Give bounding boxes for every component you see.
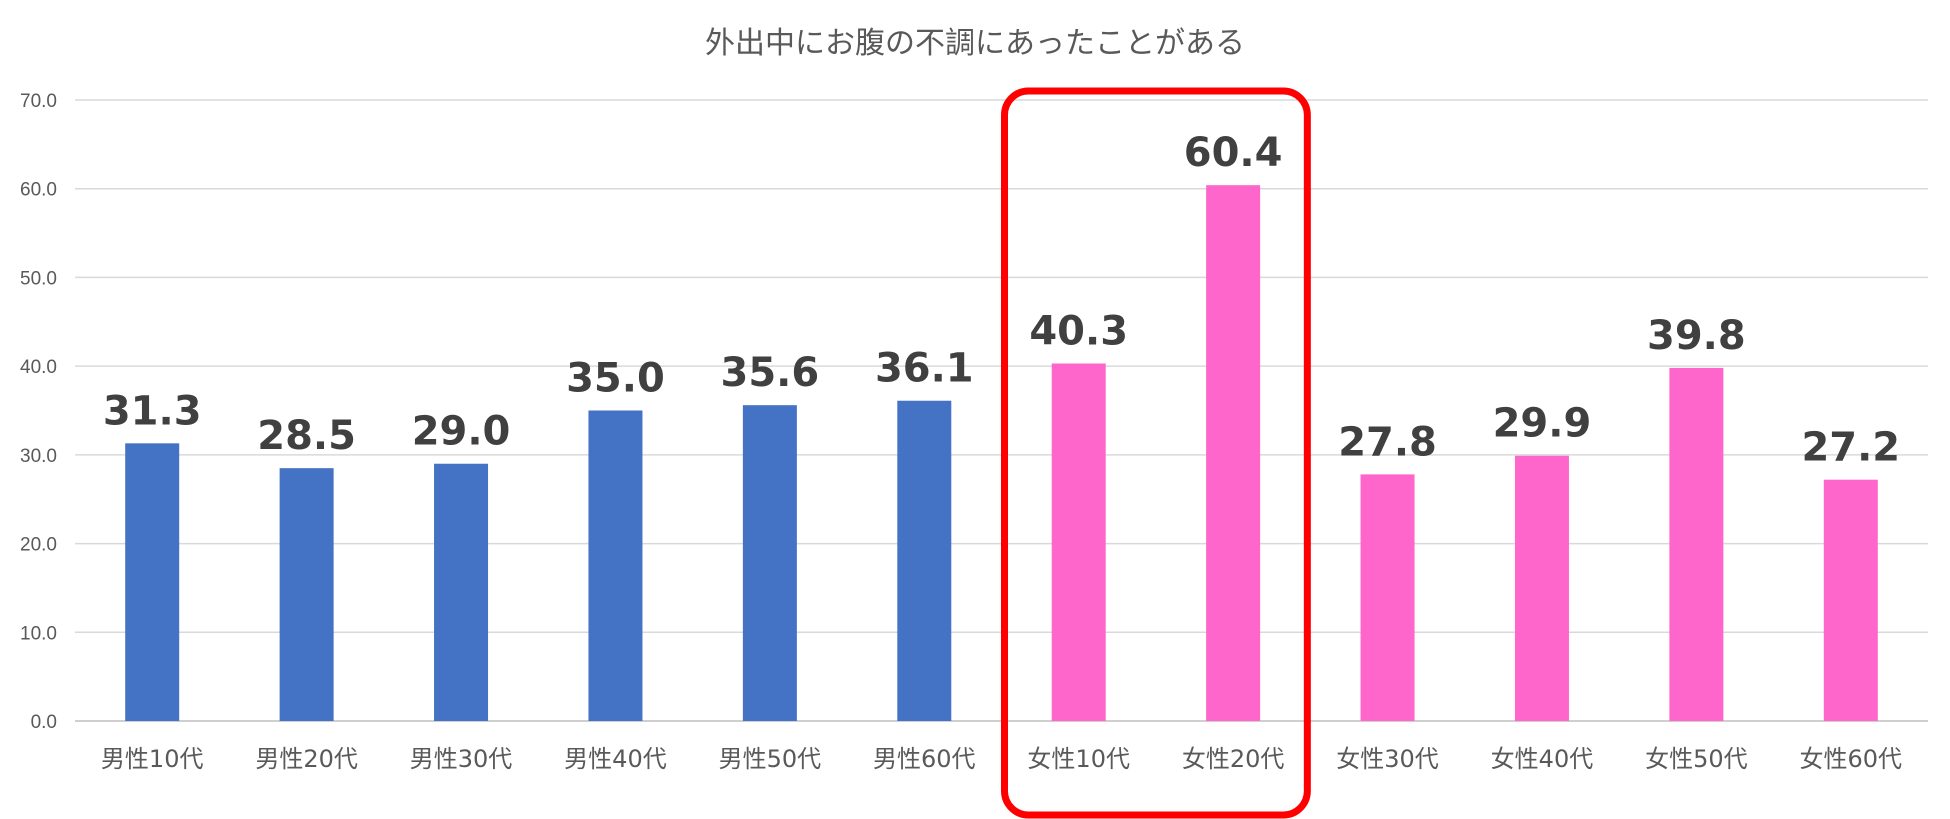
x-tick-label: 女性50代 (1645, 745, 1748, 773)
bar (742, 405, 797, 721)
x-tick-label: 女性30代 (1336, 745, 1439, 773)
y-tick-label: 50.0 (20, 268, 57, 289)
bar (1514, 455, 1569, 721)
x-tick-label: 女性10代 (1027, 745, 1130, 773)
data-label: 27.2 (1801, 425, 1900, 471)
data-label: 36.1 (875, 346, 974, 392)
y-tick-label: 10.0 (20, 623, 57, 644)
x-tick-label: 女性60代 (1800, 745, 1903, 773)
data-label: 35.6 (721, 350, 820, 396)
y-tick-label: 70.0 (20, 91, 57, 112)
bar (1823, 479, 1878, 721)
x-axis-ticks: 男性10代 男性20代 男性30代 男性40代 男性50代 男性60代 女性10代 女性20代… (101, 745, 1902, 773)
y-axis-ticks: 0.0 10.0 20.0 30.0 40.0 50.0 60.0 70.0 (20, 91, 57, 733)
bar (1051, 363, 1106, 721)
chart-title: 外出中にお腹の不調にあったことがある (705, 26, 1245, 61)
data-label: 40.3 (1029, 308, 1128, 354)
data-label: 29.9 (1493, 401, 1592, 447)
x-tick-label: 男性50代 (719, 745, 822, 773)
bar (897, 400, 952, 721)
data-labels: 31.3 28.5 29.0 35.0 35.6 36.1 40.3 60.4 27.8 29.9… (103, 130, 1900, 471)
data-label: 31.3 (103, 388, 202, 434)
y-tick-label: 20.0 (20, 535, 57, 556)
bar (125, 443, 180, 721)
x-tick-label: 女性40代 (1491, 745, 1594, 773)
x-tick-label: 男性40代 (564, 745, 667, 773)
data-label: 39.8 (1647, 313, 1746, 359)
y-tick-label: 60.0 (20, 180, 57, 201)
x-tick-label: 男性30代 (410, 745, 513, 773)
data-label: 60.4 (1184, 130, 1283, 176)
data-label: 27.8 (1338, 419, 1437, 465)
bar (588, 410, 643, 721)
highlight-rectangle (1001, 87, 1311, 819)
data-label: 28.5 (257, 413, 356, 459)
highlight-box (1001, 87, 1311, 819)
bar (1206, 185, 1261, 721)
data-label: 35.0 (566, 356, 665, 402)
x-tick-label: 女性20代 (1182, 745, 1285, 773)
y-tick-label: 40.0 (20, 357, 57, 378)
x-tick-label: 男性60代 (873, 745, 976, 773)
bars (125, 185, 1878, 721)
y-tick-label: 0.0 (31, 712, 57, 733)
bar (1669, 367, 1724, 721)
y-tick-label: 30.0 (20, 446, 57, 467)
x-tick-label: 男性10代 (101, 745, 204, 773)
bar (279, 468, 334, 721)
bar (1360, 474, 1415, 721)
data-label: 29.0 (412, 409, 511, 455)
x-tick-label: 男性20代 (255, 745, 358, 773)
bar (434, 463, 489, 721)
